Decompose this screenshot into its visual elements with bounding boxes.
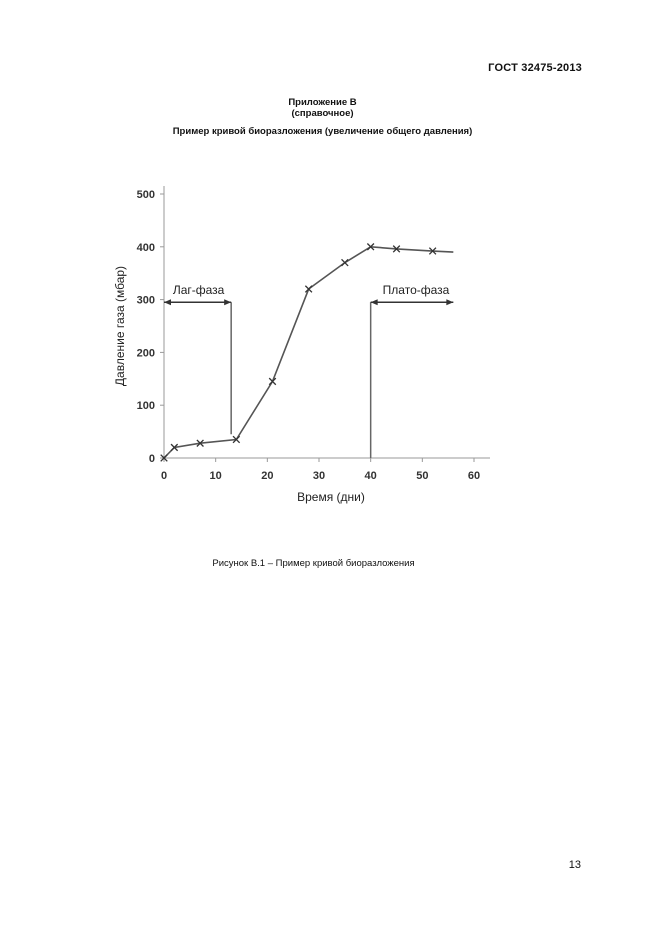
- y-axis-label: Давление газа (мбар): [113, 266, 127, 386]
- y-tick-label: 0: [149, 453, 155, 465]
- data-point: [170, 443, 179, 452]
- y-tick-label: 300: [137, 295, 155, 307]
- data-point: [392, 245, 401, 253]
- x-tick-label: 30: [313, 470, 325, 482]
- chart-heading: Пример кривой биоразложения (увеличение …: [172, 126, 473, 137]
- x-tick-label: 60: [468, 470, 480, 482]
- arrowhead-icon: [164, 299, 171, 306]
- phase-label: Плато-фаза: [383, 283, 450, 297]
- arrowhead-icon: [370, 299, 378, 306]
- data-point: [428, 247, 437, 255]
- page-number: 13: [568, 859, 581, 871]
- data-point: [268, 377, 277, 386]
- data-point: [366, 243, 375, 251]
- y-tick-label: 200: [137, 347, 155, 359]
- arrowhead-icon: [224, 299, 232, 306]
- data-point: [341, 258, 349, 267]
- x-axis-label: Время (дни): [297, 490, 365, 504]
- series-line: [163, 245, 454, 459]
- x-tick-label: 0: [161, 470, 167, 482]
- figure-caption: Рисунок В.1 – Пример кривой биоразложени…: [212, 558, 415, 569]
- x-tick-label: 20: [261, 470, 273, 482]
- data-point: [196, 439, 204, 447]
- arrowhead-icon: [446, 299, 454, 306]
- appendix-note: (справочное): [291, 108, 354, 119]
- y-tick-label: 500: [137, 189, 155, 201]
- y-tick-label: 400: [137, 242, 155, 254]
- data-point: [232, 435, 241, 444]
- appendix-title: Приложение В: [288, 97, 357, 108]
- x-tick-label: 10: [210, 470, 222, 482]
- phase-label: Лаг-фаза: [173, 283, 225, 297]
- x-tick-label: 40: [365, 470, 377, 482]
- x-tick-label: 50: [416, 470, 428, 482]
- standard-number: ГОСТ 32475-2013: [488, 62, 582, 74]
- y-tick-label: 100: [137, 400, 155, 412]
- data-point: [160, 454, 168, 462]
- data-point: [304, 285, 313, 293]
